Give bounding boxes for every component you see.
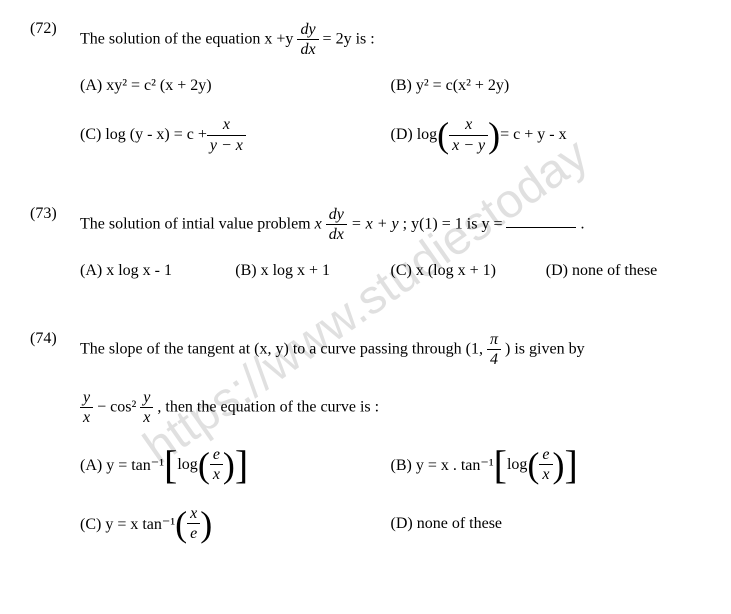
q74-b-log: log [507,456,527,474]
q72-option-b: (B) y² = c(x² + 2y) [391,77,702,95]
q73-dx: dx [326,225,347,244]
q74-option-d: (D) none of these [391,504,702,543]
q72-stem-pre: The solution of the equation x +y [80,30,293,47]
q73-x: x [315,215,322,232]
q74-l2-f1n: y [80,388,93,408]
blank-line [506,211,576,228]
q73-option-d: (D) none of these [546,262,701,280]
q74-l2-mid: − cos² [97,398,140,415]
q74-l2-post: , then the equation of the curve is : [157,398,379,415]
q74-stem-post: ) is given by [505,340,585,357]
q74-l2-f2d: x [140,408,153,427]
q72-d-post: = c + y - x [500,126,566,144]
q74-4: 4 [487,350,501,369]
q74-option-c: (C) y = x tan⁻¹ ( x e ) [80,504,391,543]
q73-stem: The solution of intial value problem x d… [80,205,701,244]
q72-c-pre: (C) log (y - x) = c + [80,126,207,144]
q74-l2-f2n: y [140,388,153,408]
q72-c-num: x [207,115,246,135]
q73-option-b: (B) x log x + 1 [235,262,390,280]
question-72: (72) The solution of the equation x +y d… [30,20,701,175]
q72-d-den: x − y [449,136,488,155]
q74-a-pre: (A) y = tan⁻¹ [80,455,164,475]
q74-c-pre: (C) y = x tan⁻¹ [80,514,175,534]
q74-b-num: e [539,445,552,465]
question-74: (74) The slope of the tangent at (x, y) … [30,330,701,564]
q74-number: (74) [30,330,80,348]
q72-c-den: y − x [207,136,246,155]
q74-a-log: log [177,456,197,474]
q74-option-a: (A) y = tan⁻¹ [ log ( e x ) ] [80,445,391,484]
q72-option-d: (D) log ( x x − y ) = c + y - x [391,115,702,154]
q74-a-num: e [210,445,223,465]
q73-option-a: (A) x log x - 1 [80,262,235,280]
q73-option-c: (C) x (log x + 1) [391,262,546,280]
q73-stem-pre: The solution of intial value problem [80,215,315,232]
q74-l2-f1d: x [80,408,93,427]
q72-dx: dx [297,40,318,59]
q74-b-pre: (B) y = x . tan⁻¹ [391,455,494,475]
q73-mid: = x + y [351,215,399,232]
q72-stem-post: = 2y is : [323,30,375,47]
q72-stem: The solution of the equation x +y dy dx … [80,20,701,59]
q72-d-num: x [449,115,488,135]
question-73: (73) The solution of intial value proble… [30,205,701,300]
q72-option-a: (A) xy² = c² (x + 2y) [80,77,391,95]
q74-a-den: x [210,465,223,484]
q73-post: . [580,215,584,232]
q74-c-num: x [187,504,200,524]
q74-line2: y x − cos² y x , then the equation of th… [80,388,701,427]
q72-option-c: (C) log (y - x) = c + x y − x [80,115,391,154]
q72-d-pre: (D) log [391,126,438,144]
q74-stem-pre: The slope of the tangent at (x, y) to a … [80,340,483,357]
q73-number: (73) [30,205,80,223]
q74-pi: π [487,330,501,350]
q74-b-den: x [539,465,552,484]
q73-cond: ; y(1) = 1 is y = [403,215,507,232]
q74-stem: The slope of the tangent at (x, y) to a … [80,330,701,369]
q72-dy: dy [297,20,318,40]
q73-dy: dy [326,205,347,225]
q74-c-den: e [187,524,200,543]
q72-number: (72) [30,20,80,38]
q74-option-b: (B) y = x . tan⁻¹ [ log ( e x ) ] [391,445,702,484]
